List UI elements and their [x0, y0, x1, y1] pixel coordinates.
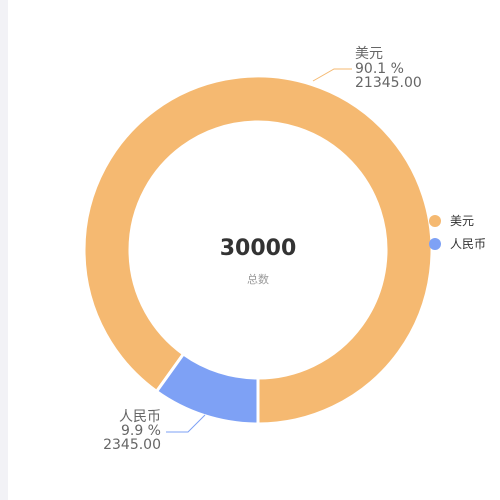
- legend-label-cny: 人民币: [450, 237, 486, 251]
- center-total-value: 30000: [220, 236, 297, 261]
- legend-marker-usd: [429, 215, 441, 227]
- donut-slice-cny[interactable]: [154, 351, 260, 426]
- donut-slices: [82, 74, 434, 426]
- leader-line-cny: [166, 414, 206, 433]
- slice-label-name-usd: 美元: [355, 46, 383, 62]
- slice-label-percent-cny: 9.9 %: [121, 423, 161, 439]
- legend-marker-cny: [429, 238, 441, 250]
- leader-line-usd: [312, 68, 352, 82]
- slice-label-value-cny: 2345.00: [103, 437, 161, 453]
- legend-item-usd[interactable]: 美元: [429, 214, 474, 228]
- legend: 美元 人民币: [429, 214, 486, 251]
- slice-label-value-usd: 21345.00: [355, 75, 422, 91]
- legend-label-usd: 美元: [450, 214, 474, 228]
- left-strip: [0, 0, 8, 500]
- center-total-label: 总数: [247, 272, 269, 286]
- donut-slice-usd[interactable]: [82, 74, 434, 426]
- slice-label-name-cny: 人民币: [119, 409, 161, 425]
- slice-label-percent-usd: 90.1 %: [355, 61, 404, 77]
- legend-item-cny[interactable]: 人民币: [429, 237, 486, 251]
